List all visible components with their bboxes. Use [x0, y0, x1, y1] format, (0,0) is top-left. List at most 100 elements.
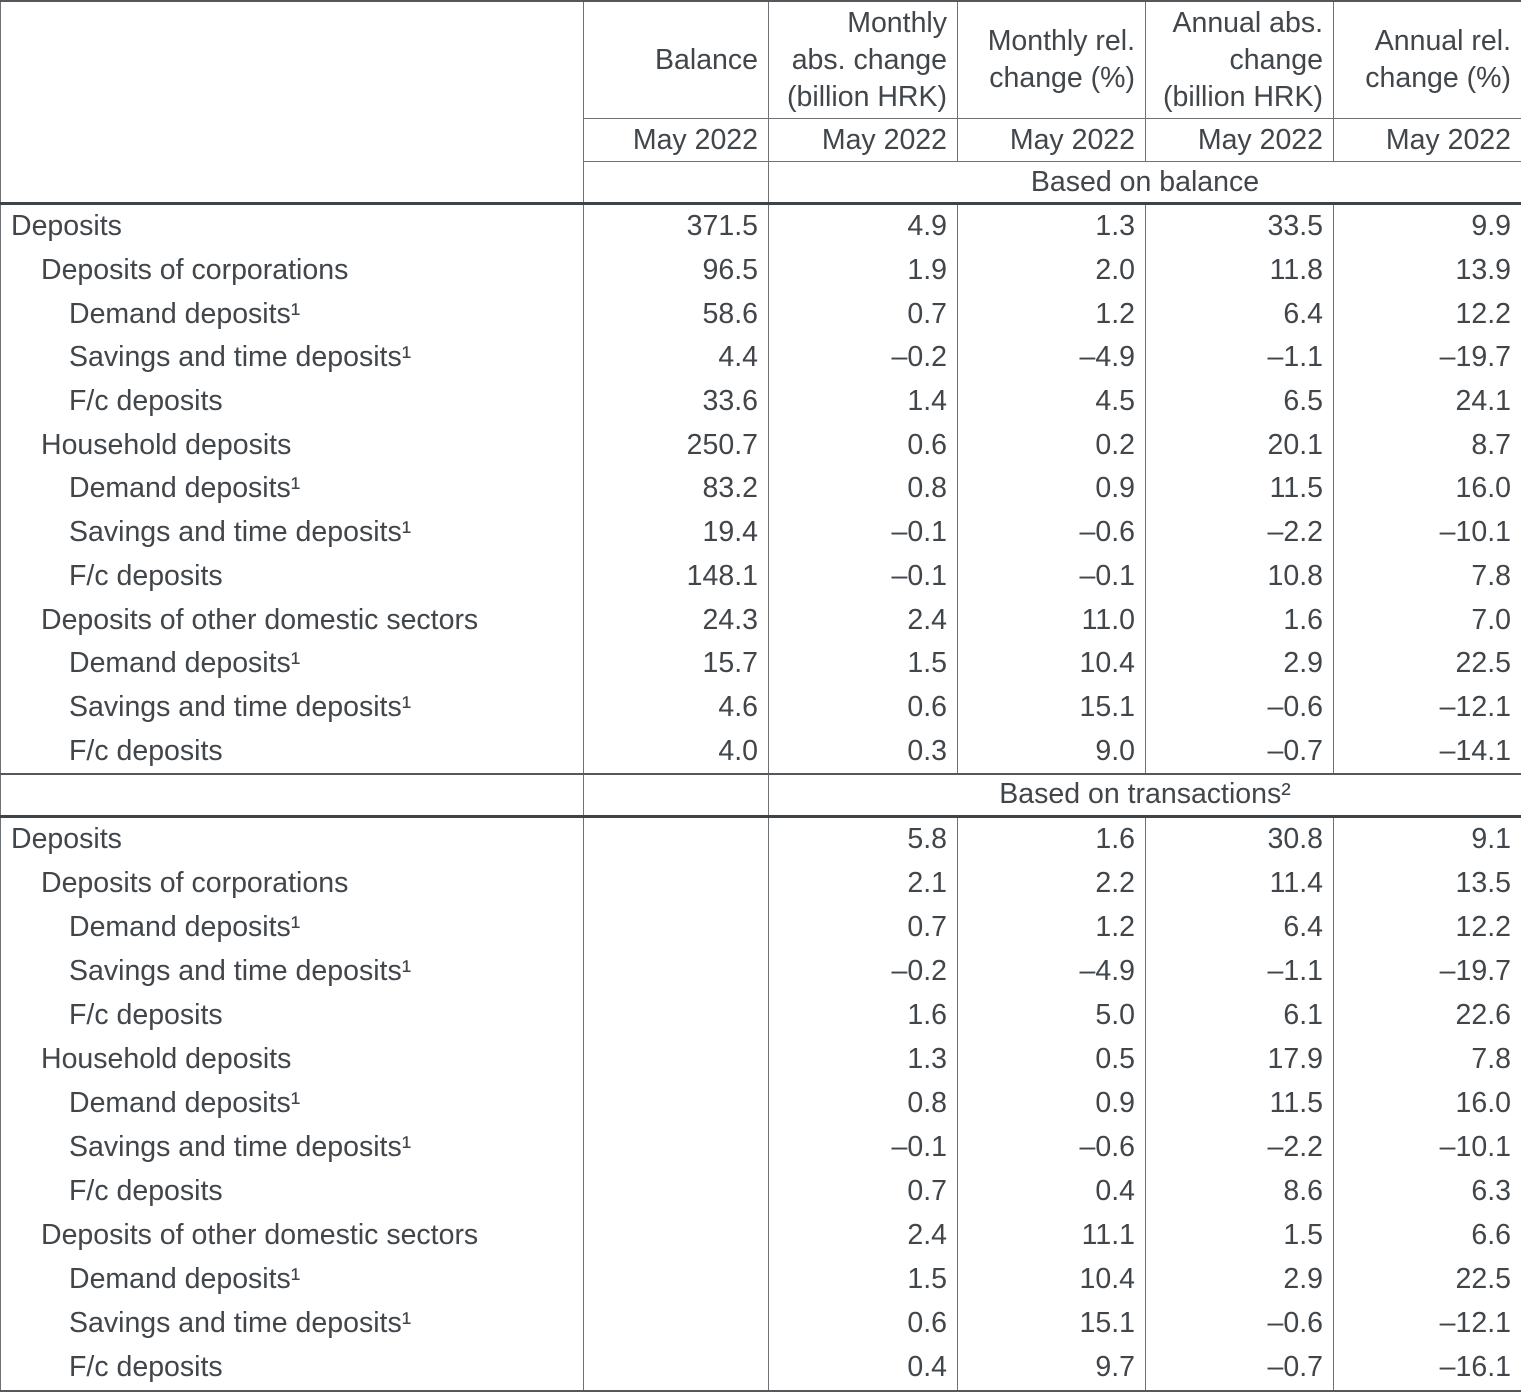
value-cell: 22.5	[1334, 642, 1521, 686]
value-cell: 1.9	[769, 249, 958, 293]
period-cell: May 2022	[1146, 119, 1334, 162]
value-cell: 1.4	[769, 380, 958, 424]
value-cell: 2.4	[769, 1214, 958, 1258]
value-cell: 11.1	[958, 1214, 1146, 1258]
value-cell: 0.7	[769, 906, 958, 950]
value-cell: –0.6	[1146, 1302, 1334, 1346]
value-cell: 16.0	[1334, 467, 1521, 511]
value-cell: 7.8	[1334, 1038, 1521, 1082]
row-label: Savings and time deposits¹	[1, 336, 584, 380]
row-label: F/c deposits	[1, 555, 584, 599]
value-cell: –0.2	[769, 336, 958, 380]
value-cell: –0.1	[769, 1126, 958, 1170]
corner-cell	[1, 1, 584, 204]
period-cell: May 2022	[584, 119, 769, 162]
empty-label-cell	[1, 774, 584, 817]
value-cell: 10.4	[958, 642, 1146, 686]
value-cell: –1.1	[1146, 950, 1334, 994]
value-cell	[584, 950, 769, 994]
value-cell: 8.7	[1334, 423, 1521, 467]
value-cell: 1.6	[958, 816, 1146, 862]
value-cell	[584, 1082, 769, 1126]
value-cell	[584, 862, 769, 906]
value-cell: 30.8	[1146, 816, 1334, 862]
value-cell: –12.1	[1334, 1302, 1521, 1346]
value-cell: 1.6	[769, 994, 958, 1038]
value-cell	[584, 1302, 769, 1346]
row-label: Deposits of other domestic sectors	[1, 598, 584, 642]
row-label: Household deposits	[1, 1038, 584, 1082]
value-cell: 0.6	[769, 1302, 958, 1346]
value-cell: 1.5	[769, 1258, 958, 1302]
value-cell: 17.9	[1146, 1038, 1334, 1082]
value-cell: –0.1	[769, 555, 958, 599]
value-cell: 0.9	[958, 467, 1146, 511]
value-cell: –14.1	[1334, 729, 1521, 774]
value-cell: 1.6	[1146, 598, 1334, 642]
value-cell: 58.6	[584, 292, 769, 336]
period-cell: May 2022	[958, 119, 1146, 162]
value-cell: 15.1	[958, 1302, 1146, 1346]
value-cell: 11.0	[958, 598, 1146, 642]
row-label: F/c deposits	[1, 1346, 584, 1391]
value-cell: –19.7	[1334, 950, 1521, 994]
value-cell: 20.1	[1146, 423, 1334, 467]
value-cell: 4.9	[769, 204, 958, 249]
value-cell: 0.7	[769, 1170, 958, 1214]
value-cell: 9.9	[1334, 204, 1521, 249]
value-cell: –0.1	[958, 555, 1146, 599]
row-label: Deposits of other domestic sectors	[1, 1214, 584, 1258]
value-cell: –0.6	[958, 1126, 1146, 1170]
value-cell: –19.7	[1334, 336, 1521, 380]
row-label: Deposits	[1, 204, 584, 249]
value-cell	[584, 1038, 769, 1082]
value-cell: 1.5	[1146, 1214, 1334, 1258]
value-cell	[584, 1346, 769, 1391]
value-cell: 8.6	[1146, 1170, 1334, 1214]
row-label: Deposits	[1, 816, 584, 862]
empty-balance-cell	[584, 162, 769, 204]
value-cell: 0.8	[769, 467, 958, 511]
value-cell	[584, 1214, 769, 1258]
value-cell: 1.2	[958, 906, 1146, 950]
value-cell: 371.5	[584, 204, 769, 249]
row-label: Savings and time deposits¹	[1, 1126, 584, 1170]
value-cell: 0.6	[769, 423, 958, 467]
value-cell: 12.2	[1334, 906, 1521, 950]
value-cell: 6.3	[1334, 1170, 1521, 1214]
value-cell: 16.0	[1334, 1082, 1521, 1126]
value-cell: 1.5	[769, 642, 958, 686]
value-cell: 24.1	[1334, 380, 1521, 424]
value-cell: 2.1	[769, 862, 958, 906]
value-cell: 0.9	[958, 1082, 1146, 1126]
value-cell: 2.2	[958, 862, 1146, 906]
value-cell: 4.6	[584, 686, 769, 730]
value-cell: 9.7	[958, 1346, 1146, 1391]
column-header-annual-abs-change: Annual abs. change (billion HRK)	[1146, 1, 1334, 119]
value-cell: 0.4	[769, 1346, 958, 1391]
row-label: Demand deposits¹	[1, 1258, 584, 1302]
value-cell: 7.8	[1334, 555, 1521, 599]
value-cell: 4.0	[584, 729, 769, 774]
value-cell: –4.9	[958, 336, 1146, 380]
value-cell: 83.2	[584, 467, 769, 511]
value-cell: –0.2	[769, 950, 958, 994]
row-label: Demand deposits¹	[1, 292, 584, 336]
period-cell: May 2022	[769, 119, 958, 162]
value-cell	[584, 994, 769, 1038]
section-header-based-on-balance: Based on balance	[769, 162, 1521, 204]
row-label: Demand deposits¹	[1, 1082, 584, 1126]
value-cell: 0.3	[769, 729, 958, 774]
value-cell: 96.5	[584, 249, 769, 293]
row-label: F/c deposits	[1, 994, 584, 1038]
value-cell: 11.4	[1146, 862, 1334, 906]
column-header-monthly-abs-change: Monthly abs. change (billion HRK)	[769, 1, 958, 119]
value-cell: –10.1	[1334, 511, 1521, 555]
value-cell: 22.5	[1334, 1258, 1521, 1302]
row-label: F/c deposits	[1, 1170, 584, 1214]
value-cell: 0.4	[958, 1170, 1146, 1214]
row-label: Household deposits	[1, 423, 584, 467]
value-cell: 9.0	[958, 729, 1146, 774]
value-cell: –0.1	[769, 511, 958, 555]
